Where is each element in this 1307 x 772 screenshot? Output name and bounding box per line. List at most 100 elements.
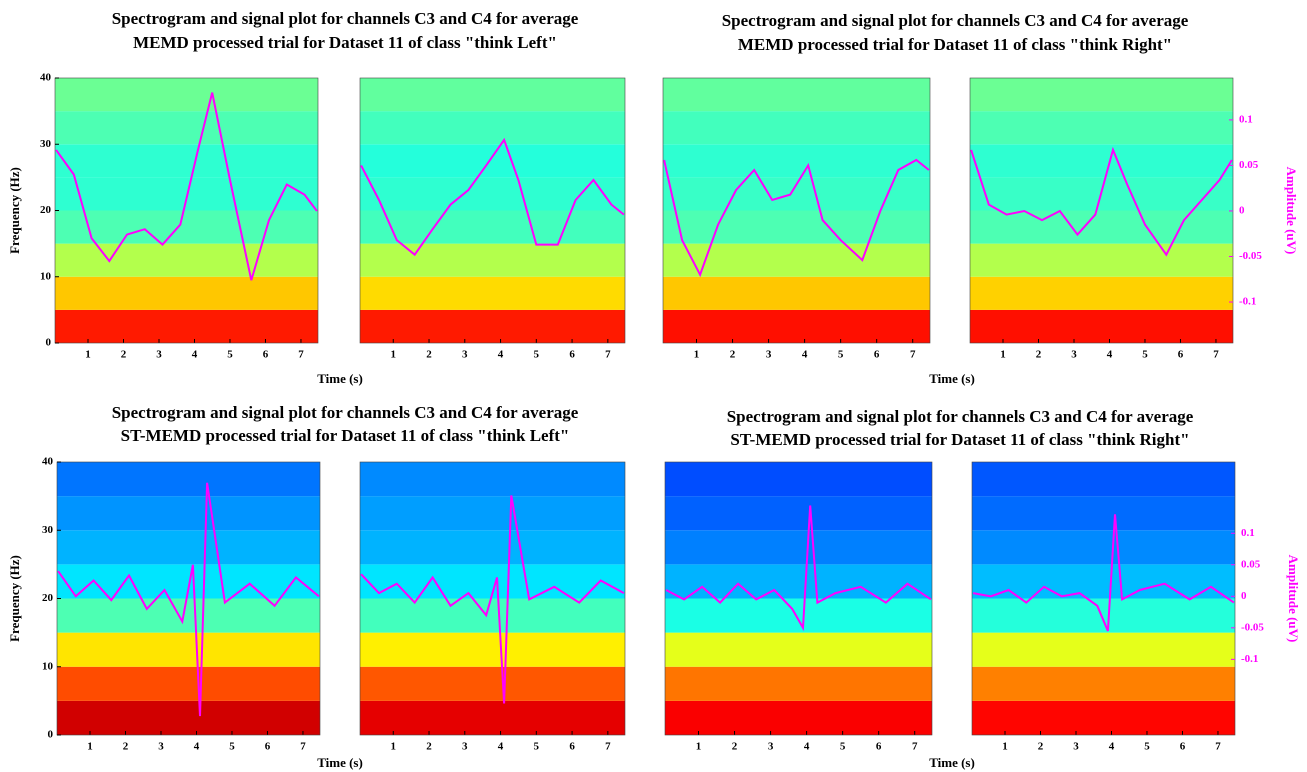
y-tick-label: 40 xyxy=(40,72,52,84)
x-tick-label: 5 xyxy=(838,349,844,361)
x-tick-label: 3 xyxy=(1071,349,1077,361)
spectrogram-band xyxy=(55,276,318,310)
x-tick-label: 4 xyxy=(498,741,504,753)
spectrogram-band xyxy=(360,276,625,310)
y2-tick-label: 0.1 xyxy=(1241,527,1255,539)
signal-trace xyxy=(360,137,625,257)
spectrogram-band xyxy=(57,666,320,701)
spectrogram-band xyxy=(360,530,625,565)
x-tick-label: 7 xyxy=(300,741,306,753)
spectrogram-band xyxy=(55,210,318,244)
x-tick-label: 3 xyxy=(768,741,774,753)
signal-trace xyxy=(57,482,320,717)
x-tick-label: 2 xyxy=(426,741,432,753)
x-tick-label: 2 xyxy=(123,741,129,753)
x-tick-label: 5 xyxy=(534,349,540,361)
x-tick-label: 7 xyxy=(1213,349,1219,361)
spectrogram-band xyxy=(360,111,625,145)
signal-trace xyxy=(663,158,930,278)
x-tick-label: 3 xyxy=(1073,741,1079,753)
spectrogram-band xyxy=(665,598,932,633)
x-tick-label: 7 xyxy=(605,741,611,753)
spectrogram-band xyxy=(972,666,1235,701)
y-axis-label: Frequency (Hz) xyxy=(7,555,22,642)
spectrogram-band xyxy=(360,496,625,531)
spectrogram-band xyxy=(57,462,320,497)
spectrogram-band xyxy=(55,243,318,277)
chart-title: Spectrogram and signal plot for channels… xyxy=(722,11,1189,30)
signal-trace xyxy=(970,146,1233,257)
spectrogram-band xyxy=(360,177,625,211)
x-tick-label: 7 xyxy=(912,741,918,753)
x-tick-label: 7 xyxy=(1215,741,1221,753)
y-tick-label: 30 xyxy=(42,524,54,536)
y2-tick-label: -0.1 xyxy=(1241,653,1258,665)
spectrogram-band xyxy=(663,111,930,145)
chart-title: MEMD processed trial for Dataset 11 of c… xyxy=(133,33,557,52)
chart-title: MEMD processed trial for Dataset 11 of c… xyxy=(738,35,1172,54)
x-axis-label: Time (s) xyxy=(929,371,975,386)
x-tick-label: 1 xyxy=(85,349,91,361)
y-axis-label: Frequency (Hz) xyxy=(7,167,22,254)
signal-trace xyxy=(665,505,932,632)
x-tick-label: 1 xyxy=(391,741,397,753)
x-tick-label: 7 xyxy=(298,349,304,361)
x-tick-label: 7 xyxy=(605,349,611,361)
x-tick-label: 5 xyxy=(229,741,235,753)
panel-frame xyxy=(359,77,626,344)
x-tick-label: 5 xyxy=(227,349,233,361)
x-tick-label: 4 xyxy=(1109,741,1115,753)
panel-frame xyxy=(359,461,626,736)
y-tick-label: 0 xyxy=(48,729,54,741)
chart-title: Spectrogram and signal plot for channels… xyxy=(112,403,579,422)
spectrogram-band xyxy=(970,243,1233,277)
spectrogram-band xyxy=(360,462,625,497)
spectrogram-band xyxy=(360,632,625,667)
x-tick-label: 5 xyxy=(1142,349,1148,361)
x-tick-label: 4 xyxy=(1107,349,1113,361)
x-tick-label: 1 xyxy=(87,741,93,753)
spectrogram-band xyxy=(57,700,320,735)
spectrogram-band xyxy=(970,309,1233,343)
y2-axis-label: Amplitude (uV) xyxy=(1286,555,1301,643)
spectrogram-band xyxy=(57,632,320,667)
x-tick-label: 1 xyxy=(1000,349,1006,361)
spectrogram-band xyxy=(970,144,1233,178)
panel-frame xyxy=(662,77,931,344)
x-tick-label: 2 xyxy=(732,741,738,753)
spectrogram-band xyxy=(360,78,625,112)
x-tick-label: 5 xyxy=(534,741,540,753)
spectrogram-band xyxy=(360,700,625,735)
panel-frame xyxy=(971,461,1236,736)
chart-title: ST-MEMD processed trial for Dataset 11 o… xyxy=(121,426,570,445)
x-tick-label: 1 xyxy=(696,741,702,753)
chart-title: ST-MEMD processed trial for Dataset 11 o… xyxy=(730,430,1189,449)
y2-tick-label: 0 xyxy=(1239,204,1245,216)
spectrogram-band xyxy=(665,700,932,735)
x-tick-label: 3 xyxy=(156,349,162,361)
spectrogram-band xyxy=(665,564,932,599)
spectrogram-band xyxy=(360,144,625,178)
signal-trace xyxy=(55,92,318,281)
spectrogram-band xyxy=(55,78,318,112)
spectrogram-band xyxy=(663,144,930,178)
spectrogram-band xyxy=(663,276,930,310)
spectrogram-band xyxy=(665,496,932,531)
spectrogram-band xyxy=(970,276,1233,310)
x-axis-label: Time (s) xyxy=(317,371,363,386)
spectrogram-band xyxy=(970,210,1233,244)
x-tick-label: 4 xyxy=(804,741,810,753)
spectrogram-band xyxy=(57,496,320,531)
spectrogram-band xyxy=(972,530,1235,565)
x-tick-label: 2 xyxy=(1038,741,1044,753)
x-tick-label: 1 xyxy=(391,349,397,361)
y-tick-label: 40 xyxy=(42,456,54,468)
spectrogram-band xyxy=(972,462,1235,497)
x-tick-label: 2 xyxy=(426,349,432,361)
x-tick-label: 3 xyxy=(462,349,468,361)
spectrogram-band xyxy=(665,632,932,667)
y2-tick-label: 0.1 xyxy=(1239,113,1253,125)
x-tick-label: 4 xyxy=(498,349,504,361)
y-tick-label: 30 xyxy=(40,138,52,150)
x-tick-label: 6 xyxy=(569,741,575,753)
